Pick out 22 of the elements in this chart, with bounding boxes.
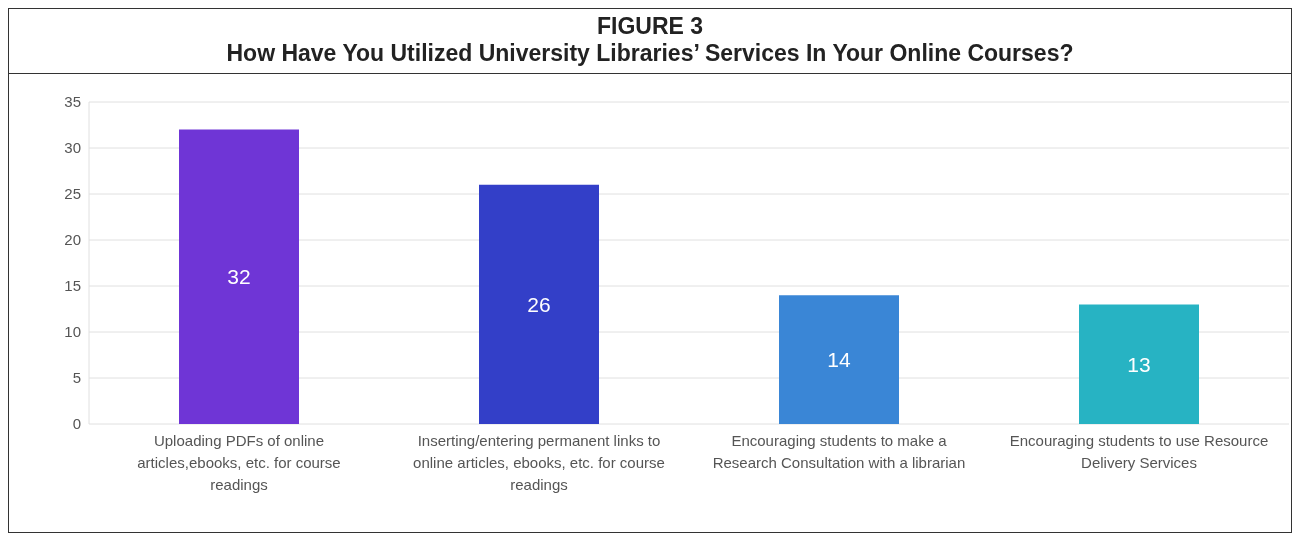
x-tick-label: Encouraging students to use Resource Delivery Services — [1009, 432, 1269, 471]
x-tick-label: Uploading PDFs of online articles,ebooks, etc. for course readings — [137, 432, 341, 493]
y-tick-label: 10 — [64, 323, 81, 341]
y-tick-label: 35 — [64, 93, 81, 111]
y-tick-label: 15 — [64, 277, 81, 295]
y-tick-label: 25 — [64, 185, 81, 203]
y-tick-label: 20 — [64, 231, 81, 249]
data-label: 26 — [527, 292, 551, 316]
x-tick-label: Encouraging students to make a Research Consultation with a librarian — [712, 432, 966, 471]
data-label: 32 — [227, 265, 251, 289]
data-label: 14 — [827, 348, 851, 372]
y-tick-label: 0 — [72, 415, 81, 433]
bar — [779, 295, 899, 424]
data-label: 13 — [1127, 352, 1151, 376]
y-tick-label: 5 — [72, 369, 81, 387]
y-tick-label: 30 — [64, 139, 81, 157]
bar — [179, 129, 299, 424]
bar — [479, 184, 599, 424]
chart-subtitle: How Have You Utilized University Libraries’ Services In Your Online Courses? — [225, 40, 1075, 67]
bar — [1079, 304, 1199, 424]
chart-title: FIGURE 3 — [595, 13, 705, 40]
x-tick-label: Inserting/entering permanent links to online articles, ebooks, etc. for course readings — [413, 432, 665, 493]
